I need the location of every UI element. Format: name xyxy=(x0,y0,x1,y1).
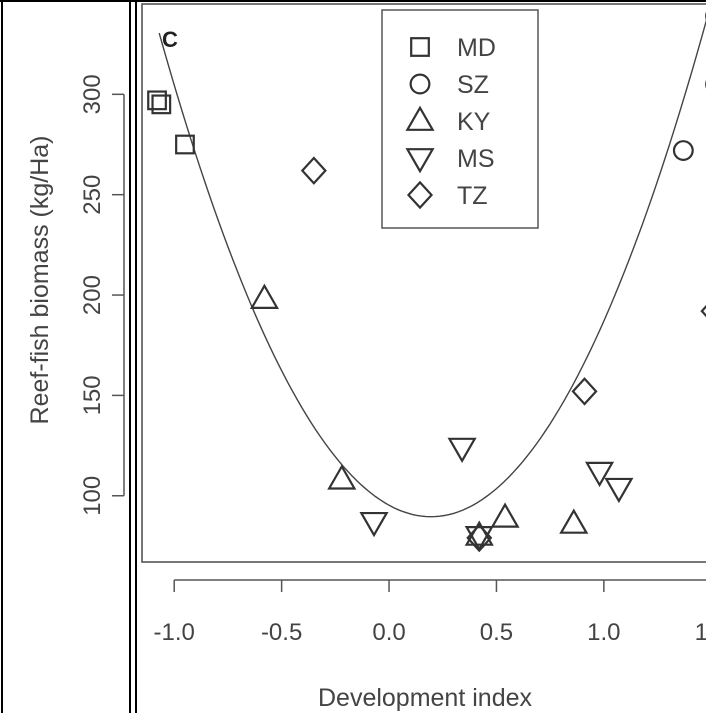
point-tz xyxy=(300,156,327,185)
x-tick-label: -0.5 xyxy=(261,619,302,646)
y-tick-label: 200 xyxy=(79,275,106,315)
legend-label-md: MD xyxy=(457,34,496,62)
point-ky xyxy=(490,502,520,528)
y-axis-title: Reef-fish biomass (kg/Ha) xyxy=(26,136,54,425)
x-axis: -1.0 -0.5 0.0 0.5 1.0 1.5 xyxy=(154,579,706,646)
point-ms xyxy=(447,437,477,463)
legend-marker-ms xyxy=(405,148,435,174)
legend-label-ms: MS xyxy=(457,145,495,173)
panel-label: C xyxy=(162,27,178,52)
legend: MD SZ KY MS TZ xyxy=(381,9,539,229)
point-ky xyxy=(559,508,589,534)
point-ms xyxy=(464,526,494,552)
fit-curve-group xyxy=(158,19,706,518)
point-sz xyxy=(672,140,694,161)
y-tick-label: 100 xyxy=(79,476,106,516)
x-tick-label: 0.0 xyxy=(372,619,405,646)
x-axis-title: Development index xyxy=(318,684,533,712)
point-md xyxy=(151,94,172,115)
point-ms xyxy=(585,461,615,488)
point-ky xyxy=(249,283,279,309)
point-ms xyxy=(359,511,389,538)
point-tz xyxy=(466,523,493,553)
legend-marker-ky xyxy=(405,105,435,131)
x-tick-label: -1.0 xyxy=(154,619,195,646)
legend-label-ky: KY xyxy=(457,108,491,136)
legend-marker-md xyxy=(410,37,430,57)
fit-curve xyxy=(158,19,706,518)
point-tz xyxy=(700,304,706,318)
point-ms xyxy=(604,477,634,504)
legend-marker-sz xyxy=(409,73,431,95)
plot-area xyxy=(141,3,706,563)
legend-label-tz: TZ xyxy=(457,182,488,210)
legend-label-sz: SZ xyxy=(457,71,489,99)
point-tz xyxy=(571,377,598,406)
legend-box xyxy=(381,9,539,229)
x-tick-label: 1.0 xyxy=(587,619,620,646)
y-tick-label: 300 xyxy=(79,74,106,114)
point-md xyxy=(175,134,195,155)
y-tick-label: 150 xyxy=(79,375,106,415)
legend-marker-tz xyxy=(406,180,434,210)
x-tick-label: 0.5 xyxy=(480,619,513,646)
data-points xyxy=(147,11,706,553)
y-tick-label: 250 xyxy=(79,175,106,215)
point-ky xyxy=(327,464,357,490)
x-tick-label: 1.5 xyxy=(695,619,706,646)
y-axis: 100 150 200 250 300 xyxy=(79,74,125,516)
point-md xyxy=(147,90,167,111)
